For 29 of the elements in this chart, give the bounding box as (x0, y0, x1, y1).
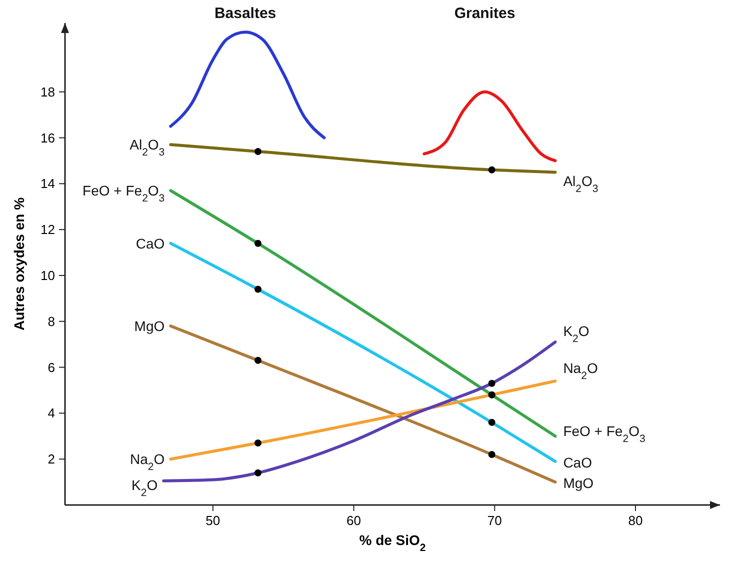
series-label: Na$_{2}$O (130, 451, 165, 474)
text: Granites (454, 5, 516, 22)
y-tick-label: 4 (48, 406, 55, 421)
text: Basaltes (214, 5, 276, 22)
x-tick-label: 70 (487, 513, 502, 528)
x-tick-label: 60 (346, 513, 361, 528)
x-tick-label: 80 (628, 513, 643, 528)
text: MgO (563, 475, 594, 492)
y-tick-label: 14 (40, 176, 55, 192)
y-tick-label: 10 (40, 268, 55, 283)
y-axis-title: Autres oxydes en % (11, 196, 27, 331)
text: FeO + Fe$_{2}$O$_{3}$ (563, 423, 646, 446)
series-label: MgO (134, 318, 165, 334)
x-tick-label: 50 (206, 513, 220, 528)
y-tick-label: 12 (40, 222, 55, 238)
y-tick-label: 6 (48, 360, 55, 375)
series-label: CaO (136, 235, 165, 252)
x-axis-title: % de SiO$_{2}$ (359, 532, 426, 554)
text: K$_{2}$O (563, 323, 590, 346)
y-tick-label: 8 (48, 314, 55, 329)
series-label: FeO + Fe$_{2}$O$_{3}$ (82, 182, 165, 205)
text: CaO (563, 454, 592, 470)
text: Na$_{2}$O (563, 360, 598, 382)
y-tick-label: 16 (40, 130, 55, 146)
series-label: K$_{2}$O (132, 476, 158, 499)
y-tick-label: 2 (48, 452, 55, 467)
series-label: Al$_{2}$O$_{3}$ (130, 136, 165, 159)
text: Al$_{2}$O$_{3}$ (563, 173, 598, 196)
y-tick-label: 18 (40, 84, 55, 100)
